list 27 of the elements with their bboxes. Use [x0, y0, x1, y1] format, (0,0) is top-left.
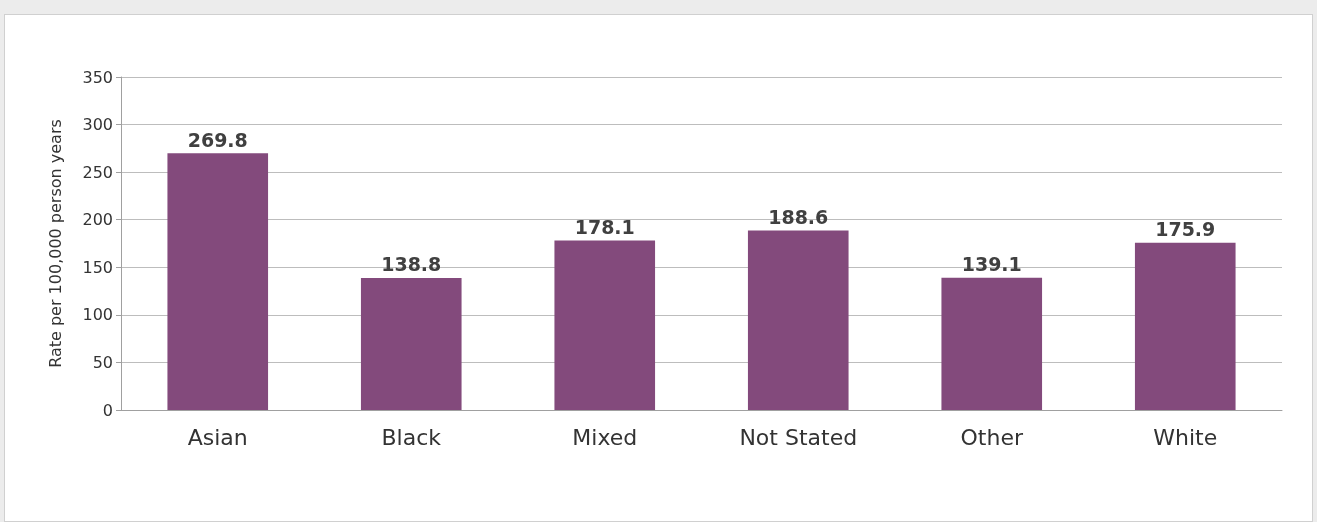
y-tick-label: 200 [82, 210, 113, 230]
y-tick-label: 350 [82, 67, 113, 87]
y-tick-label: 300 [82, 115, 113, 135]
x-tick-label: Not Stated [739, 424, 858, 450]
bar [941, 277, 1043, 410]
x-tick-label: Mixed [572, 424, 638, 450]
x-tick-label: Black [381, 424, 442, 450]
x-tick-label: Asian [187, 424, 248, 450]
y-tick-label: 100 [82, 305, 113, 325]
bar [554, 240, 656, 410]
y-tick-label: 0 [102, 400, 113, 420]
data-label: 138.8 [381, 253, 442, 276]
y-tick-label: 250 [82, 162, 113, 182]
bar [167, 153, 269, 410]
bar [360, 277, 462, 410]
data-label: 269.8 [187, 128, 248, 151]
bar [747, 230, 849, 410]
data-label: 188.6 [768, 206, 829, 229]
y-tick-label: 50 [92, 352, 113, 372]
y-axis-title: Rate per 100,000 person years [45, 119, 65, 368]
x-tick-label: White [1153, 424, 1218, 450]
bar [1134, 242, 1236, 410]
data-label: 175.9 [1155, 218, 1216, 241]
data-label: 139.1 [961, 253, 1022, 276]
data-label: 178.1 [574, 216, 635, 239]
x-tick-label: Other [960, 424, 1024, 450]
y-tick-label: 150 [82, 257, 113, 277]
